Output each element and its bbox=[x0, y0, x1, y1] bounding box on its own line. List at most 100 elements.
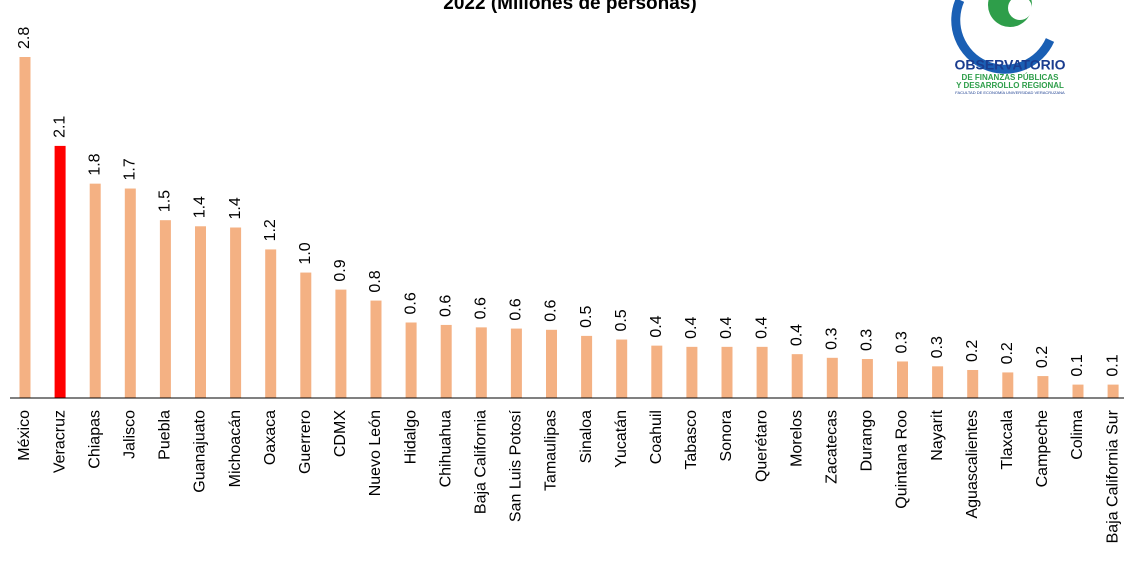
x-tick-label: Oaxaca bbox=[262, 410, 279, 465]
logo-line: DE FINANZAS PÚBLICAS bbox=[962, 73, 1060, 82]
x-tick-label: Sonora bbox=[718, 410, 735, 462]
value-label: 0.6 bbox=[437, 295, 454, 317]
logo-inner bbox=[1008, 0, 1032, 20]
value-label: 2.8 bbox=[16, 27, 33, 49]
x-tick-label: Jalisco bbox=[122, 410, 139, 459]
bar bbox=[651, 345, 663, 398]
value-label: 0.3 bbox=[859, 329, 876, 351]
bar bbox=[89, 183, 101, 398]
x-tick-label: Chiapas bbox=[86, 410, 103, 469]
x-tick-label: Aguascalientes bbox=[964, 410, 981, 519]
bar bbox=[861, 359, 873, 398]
value-label: 0.1 bbox=[1104, 354, 1121, 376]
value-label: 2.1 bbox=[51, 116, 68, 138]
x-tick-label: Nuevo León bbox=[367, 410, 384, 496]
x-tick-label: Nayarit bbox=[929, 409, 946, 460]
logo-name: OBSERVATORIO bbox=[955, 57, 1066, 73]
value-label: 0.3 bbox=[929, 336, 946, 358]
bar bbox=[616, 339, 628, 398]
value-label: 0.6 bbox=[402, 292, 419, 314]
value-label: 0.9 bbox=[332, 259, 349, 281]
bar bbox=[300, 272, 312, 398]
x-tick-label: Puebla bbox=[157, 410, 174, 460]
value-label: 1.4 bbox=[192, 196, 209, 218]
logo-line: FACULTAD DE ECONOMÍA UNIVERSIDAD VERACRU… bbox=[955, 90, 1065, 95]
value-label: 0.1 bbox=[1069, 354, 1086, 376]
bar bbox=[19, 57, 31, 398]
value-label: 0.5 bbox=[578, 306, 595, 328]
x-tick-label: Guanajuato bbox=[192, 410, 209, 493]
value-label: 0.6 bbox=[473, 297, 490, 319]
value-label: 0.4 bbox=[753, 317, 770, 339]
bar bbox=[440, 324, 452, 398]
value-label: 1.2 bbox=[262, 219, 279, 241]
bar bbox=[897, 361, 908, 398]
value-label: 1.4 bbox=[227, 197, 244, 219]
value-label: 1.8 bbox=[86, 153, 103, 175]
logo: OBSERVATORIO DE FINANZAS PÚBLICAS Y DESA… bbox=[951, 0, 1066, 95]
bar bbox=[159, 220, 171, 398]
bar bbox=[1107, 384, 1119, 398]
x-tick-label: Sinaloa bbox=[578, 410, 595, 463]
bar bbox=[1037, 376, 1049, 398]
x-tick-label: Hidalgo bbox=[402, 410, 419, 464]
bar bbox=[405, 322, 417, 398]
value-label: 0.2 bbox=[1034, 346, 1051, 368]
x-tick-label: Baja California Sur bbox=[1104, 409, 1121, 543]
chart-title: 2022 (Millones de personas) bbox=[443, 0, 696, 14]
value-label: 0.6 bbox=[508, 298, 525, 320]
value-label: 0.4 bbox=[648, 315, 665, 337]
bar bbox=[791, 354, 803, 398]
x-tick-label: Veracruz bbox=[51, 410, 68, 473]
value-label: 0.5 bbox=[613, 309, 630, 331]
bar bbox=[124, 188, 136, 398]
value-label: 0.2 bbox=[964, 340, 981, 362]
x-tick-label: San Luis Potosí bbox=[508, 409, 525, 522]
bar bbox=[1002, 372, 1014, 398]
logo-arc bbox=[951, 0, 1055, 74]
x-tick-label: Campeche bbox=[1034, 410, 1051, 487]
x-tick-label: Zacatecas bbox=[824, 410, 841, 484]
x-tick-label: Quintana Roo bbox=[894, 410, 911, 509]
value-label: 0.6 bbox=[543, 299, 560, 321]
bar bbox=[230, 227, 242, 398]
bar bbox=[1072, 384, 1084, 398]
x-tick-label: Tabasco bbox=[683, 410, 700, 470]
x-tick-label: Yucatán bbox=[613, 410, 630, 468]
value-label: 0.4 bbox=[718, 317, 735, 339]
value-label: 1.0 bbox=[297, 242, 314, 264]
x-tick-label: CDMX bbox=[332, 410, 349, 457]
bar bbox=[370, 300, 382, 398]
x-tick-label: Tamaulipas bbox=[543, 410, 560, 491]
value-label: 0.2 bbox=[999, 342, 1016, 364]
bar bbox=[54, 145, 66, 398]
x-tick-label: Tlaxcala bbox=[999, 410, 1016, 470]
x-tick-label: Durango bbox=[859, 410, 876, 471]
bar bbox=[265, 249, 277, 398]
value-label: 0.4 bbox=[683, 317, 700, 339]
value-label: 0.4 bbox=[788, 324, 805, 346]
bar bbox=[826, 357, 838, 398]
bar bbox=[932, 366, 944, 398]
value-label: 1.7 bbox=[122, 158, 139, 180]
bar bbox=[967, 369, 979, 398]
bar bbox=[510, 328, 522, 398]
bar bbox=[546, 329, 557, 398]
bar bbox=[335, 289, 347, 398]
x-tick-label: México bbox=[16, 410, 33, 461]
value-label: 1.5 bbox=[157, 190, 174, 212]
value-label: 0.3 bbox=[824, 327, 841, 349]
x-tick-label: Chihuahua bbox=[437, 410, 454, 488]
x-tick-label: Michoacán bbox=[227, 410, 244, 487]
x-tick-label: Morelos bbox=[788, 410, 805, 467]
x-tick-label: Baja California bbox=[473, 410, 490, 514]
bar bbox=[721, 346, 733, 398]
bar bbox=[756, 346, 768, 398]
logo-line: Y DESARROLLO REGIONAL bbox=[956, 81, 1064, 90]
x-tick-label: Querétaro bbox=[753, 410, 770, 482]
bar bbox=[581, 335, 593, 398]
bar bbox=[686, 346, 698, 398]
x-tick-label: Coahuil bbox=[648, 410, 665, 464]
x-tick-label: Colima bbox=[1069, 410, 1086, 460]
